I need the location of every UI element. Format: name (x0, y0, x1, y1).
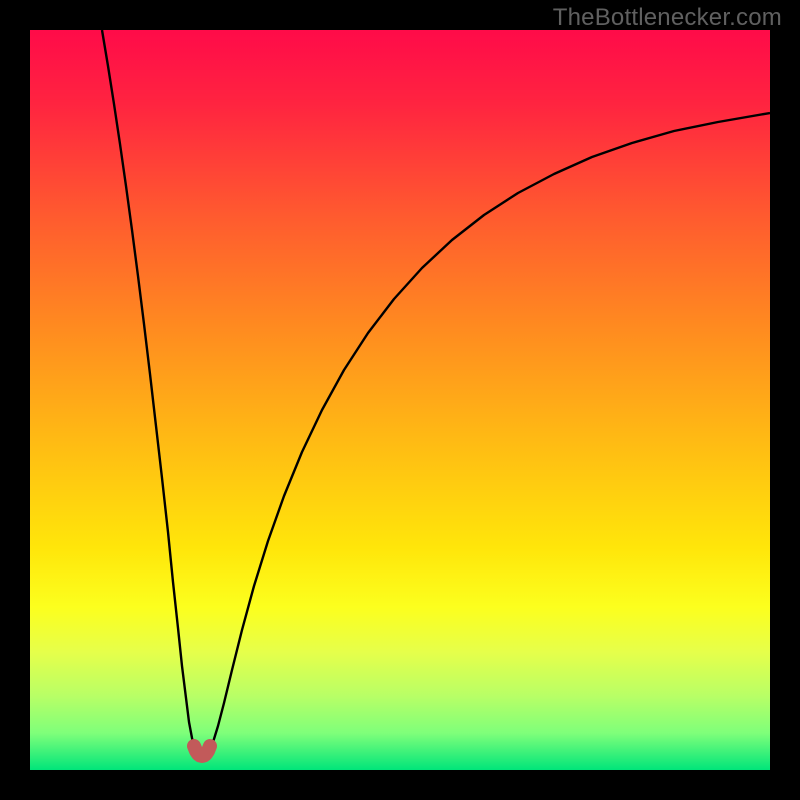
optimal-marker (194, 746, 210, 756)
bottleneck-curve (102, 30, 770, 757)
plot-area (30, 30, 770, 770)
curve-layer (30, 30, 770, 770)
watermark-text: TheBottlenecker.com (553, 4, 782, 32)
